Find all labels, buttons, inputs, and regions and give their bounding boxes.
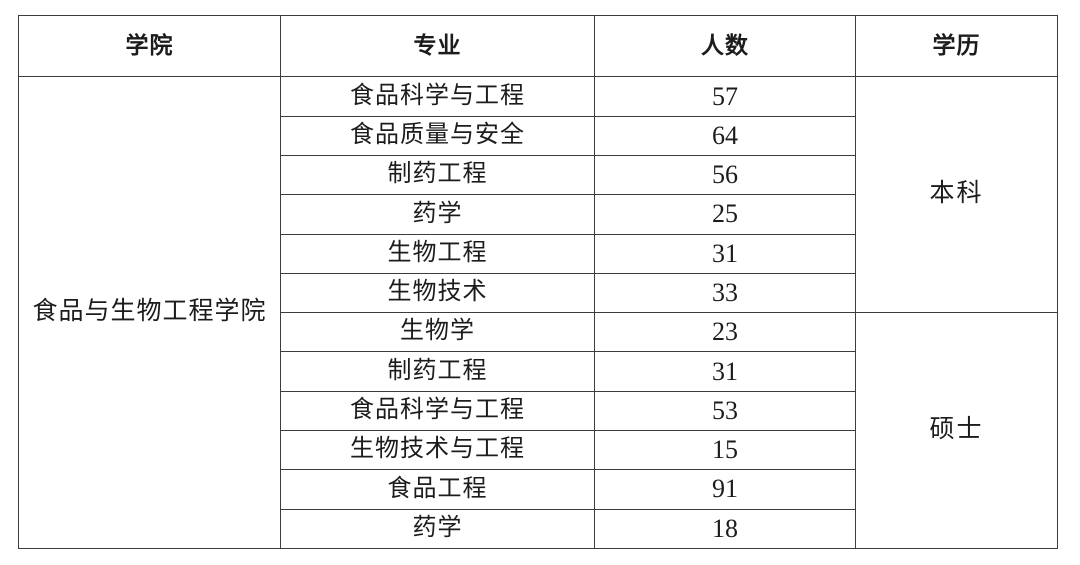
degree-cell-master: 硕士 [855, 312, 1058, 549]
count-cell: 18 [594, 508, 856, 550]
table-row: 食品科学与工程 53 [19, 390, 1058, 431]
count-cell: 64 [594, 115, 856, 157]
major-cell: 食品科学与工程 [280, 390, 595, 431]
major-cell: 生物技术 [280, 272, 595, 314]
count-cell: 23 [594, 312, 856, 353]
count-cell: 57 [594, 76, 856, 117]
count-cell: 56 [594, 155, 856, 196]
major-cell: 食品工程 [280, 469, 595, 510]
table-row: 生物技术 33 [19, 272, 1058, 314]
major-cell: 食品科学与工程 [280, 76, 595, 117]
enrollment-table-container: 学院 专业 人数 学历 食品与生物工程学院 食品科学与工程 57 本科 食品质量… [18, 14, 1058, 550]
table-row: 药学 18 [19, 508, 1058, 550]
table-row: 生物技术与工程 15 [19, 429, 1058, 471]
table-row: 食品质量与安全 64 [19, 115, 1058, 157]
count-cell: 31 [594, 233, 856, 274]
count-cell: 53 [594, 390, 856, 431]
major-cell: 生物学 [280, 312, 595, 353]
header-cell-degree: 学历 [855, 14, 1058, 78]
major-cell: 制药工程 [280, 351, 595, 392]
major-cell: 药学 [280, 508, 595, 550]
count-cell: 33 [594, 272, 856, 314]
enrollment-table: 学院 专业 人数 学历 食品与生物工程学院 食品科学与工程 57 本科 食品质量… [18, 14, 1058, 550]
header-row: 学院 专业 人数 学历 [18, 14, 1058, 78]
header-cell-count: 人数 [594, 14, 856, 78]
count-cell: 31 [594, 351, 856, 392]
degree-cell-undergraduate: 本科 [855, 76, 1058, 314]
count-cell: 91 [594, 469, 856, 510]
college-cell: 食品与生物工程学院 [18, 76, 281, 549]
header-cell-major: 专业 [280, 14, 595, 78]
major-cell: 制药工程 [280, 155, 595, 196]
major-cell: 食品质量与安全 [280, 115, 595, 157]
table-row: 制药工程 31 [19, 351, 1058, 392]
table-row: 食品与生物工程学院 食品科学与工程 57 本科 [18, 76, 1058, 549]
major-cell: 生物技术与工程 [280, 429, 595, 471]
table-row: 生物学 23 硕士 [19, 312, 1058, 549]
major-cell: 药学 [280, 194, 595, 235]
table-row: 食品工程 91 [19, 469, 1058, 510]
header-cell-college: 学院 [18, 14, 281, 78]
count-cell: 25 [594, 194, 856, 235]
major-cell: 生物工程 [280, 233, 595, 274]
count-cell: 15 [594, 429, 856, 471]
